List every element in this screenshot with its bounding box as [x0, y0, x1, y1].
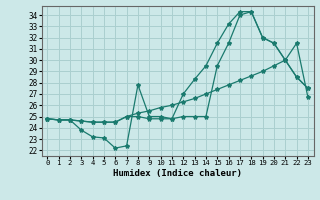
X-axis label: Humidex (Indice chaleur): Humidex (Indice chaleur) [113, 169, 242, 178]
